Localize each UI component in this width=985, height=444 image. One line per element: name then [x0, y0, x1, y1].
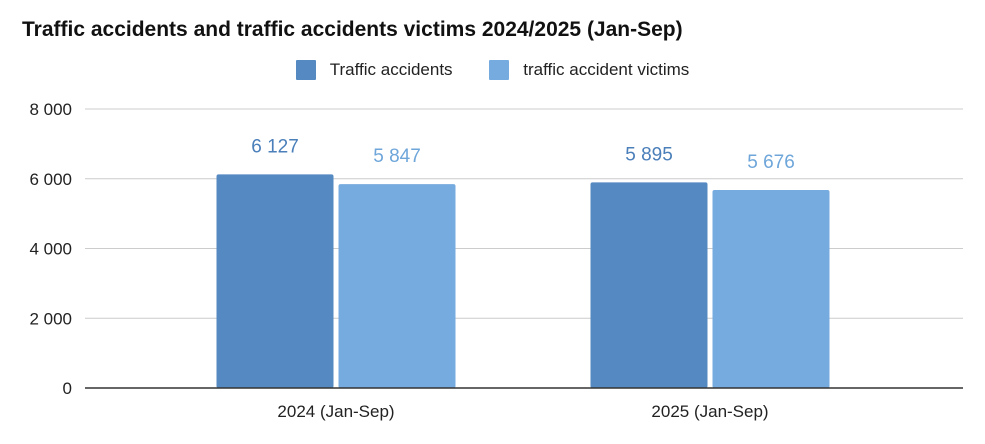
legend-swatch-traffic-accidents [295, 60, 316, 80]
bar [338, 184, 456, 388]
data-label: 5 676 [747, 152, 795, 173]
chart-title: Traffic accidents and traffic accidents … [22, 18, 683, 41]
y-tick-label: 4 000 [29, 240, 72, 259]
y-tick-label: 2 000 [29, 309, 72, 328]
data-label: 5 847 [373, 146, 421, 167]
x-tick-label: 2024 (Jan-Sep) [277, 402, 394, 421]
y-tick-label: 8 000 [29, 100, 72, 119]
data-label: 6 127 [251, 136, 299, 157]
legend: Traffic accidents traffic accident victi… [0, 60, 985, 85]
legend-item-traffic-accidents: Traffic accidents [295, 60, 453, 80]
y-tick-label: 0 [63, 379, 72, 398]
data-label: 5 895 [625, 144, 673, 165]
legend-label-traffic-accidents: Traffic accidents [329, 60, 453, 79]
y-tick-label: 6 000 [29, 170, 72, 189]
bar [216, 174, 334, 388]
bar [712, 190, 830, 388]
legend-item-traffic-accident-victims: traffic accident victims [489, 60, 689, 80]
legend-label-traffic-accident-victims: traffic accident victims [523, 60, 690, 79]
bar [590, 182, 708, 388]
legend-swatch-traffic-accident-victims [489, 60, 510, 80]
x-tick-label: 2025 (Jan-Sep) [651, 402, 768, 421]
